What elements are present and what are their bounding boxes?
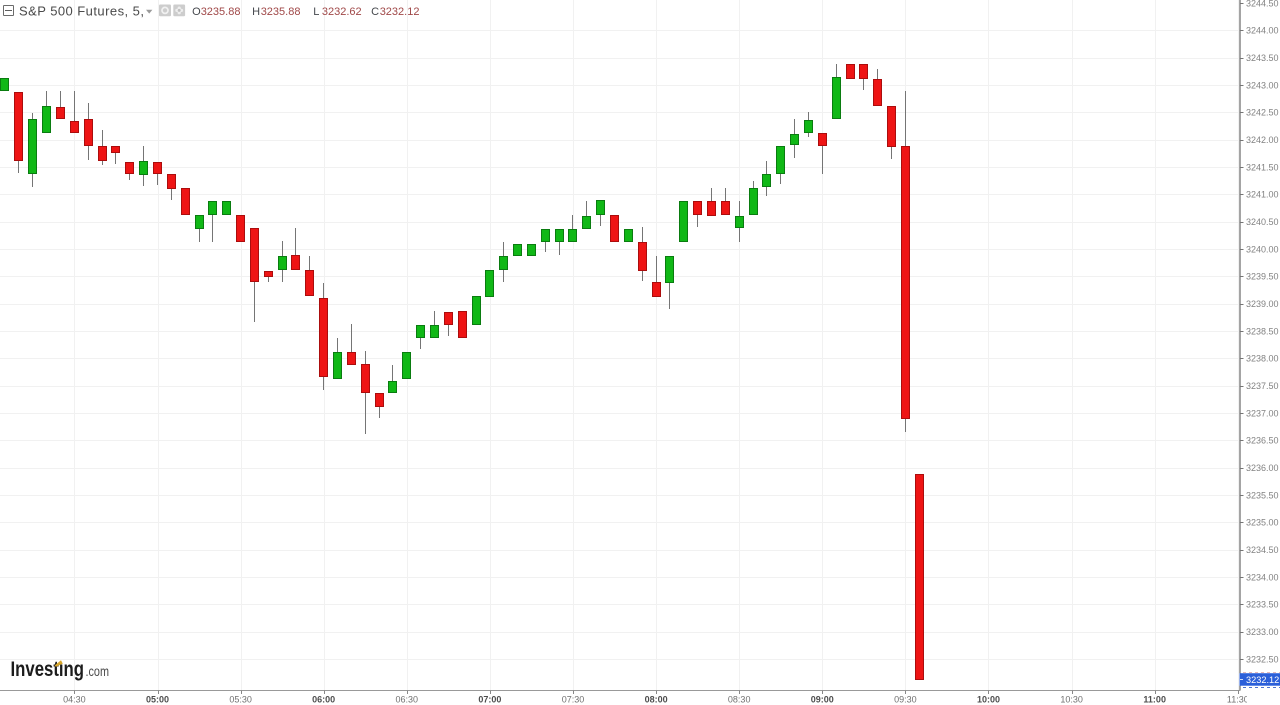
svg-text:3232.62: 3232.62 — [322, 6, 362, 18]
svg-text:3243.50: 3243.50 — [1246, 53, 1279, 63]
svg-text:3236.50: 3236.50 — [1246, 436, 1279, 446]
svg-text:3240.00: 3240.00 — [1246, 244, 1279, 254]
svg-text:3238.50: 3238.50 — [1246, 326, 1279, 336]
svg-text:3234.00: 3234.00 — [1246, 572, 1279, 582]
svg-text:3234.50: 3234.50 — [1246, 545, 1279, 555]
svg-text:11:00: 11:00 — [1143, 694, 1166, 704]
svg-text:S&P 500 Futures, 5,: S&P 500 Futures, 5, — [19, 4, 144, 19]
svg-text:3239.50: 3239.50 — [1246, 272, 1279, 282]
svg-text:10:30: 10:30 — [1060, 694, 1083, 704]
svg-text:3240.50: 3240.50 — [1246, 217, 1279, 227]
svg-text:11:30: 11:30 — [1227, 694, 1249, 704]
svg-text:07:00: 07:00 — [478, 694, 501, 704]
svg-text:3243.00: 3243.00 — [1246, 80, 1279, 90]
svg-text:H: H — [252, 6, 260, 18]
svg-text:Investıng: Investıng — [11, 658, 85, 681]
svg-text:3242.50: 3242.50 — [1246, 108, 1279, 118]
svg-text:3237.00: 3237.00 — [1246, 408, 1279, 418]
svg-text:3236.00: 3236.00 — [1246, 463, 1279, 473]
svg-text:05:00: 05:00 — [146, 694, 169, 704]
svg-text:L: L — [313, 6, 319, 18]
svg-text:3242.00: 3242.00 — [1246, 135, 1279, 145]
svg-text:10:00: 10:00 — [977, 694, 1000, 704]
svg-text:3235.88: 3235.88 — [261, 6, 301, 18]
svg-text:C: C — [371, 6, 379, 18]
svg-text:3233.50: 3233.50 — [1246, 600, 1279, 610]
svg-text:3244.00: 3244.00 — [1246, 26, 1279, 36]
svg-text:3232.12: 3232.12 — [1246, 675, 1279, 685]
svg-text:06:30: 06:30 — [396, 694, 419, 704]
svg-text:O: O — [192, 6, 201, 18]
svg-text:08:30: 08:30 — [728, 694, 751, 704]
svg-text:3238.00: 3238.00 — [1246, 354, 1279, 364]
svg-text:09:00: 09:00 — [811, 694, 834, 704]
svg-text:09:30: 09:30 — [894, 694, 917, 704]
svg-text:3241.50: 3241.50 — [1246, 162, 1279, 172]
svg-text:3235.50: 3235.50 — [1246, 490, 1279, 500]
svg-text:3244.50: 3244.50 — [1246, 0, 1279, 8]
svg-text:06:00: 06:00 — [312, 694, 335, 704]
svg-text:05:30: 05:30 — [229, 694, 252, 704]
svg-text:08:00: 08:00 — [645, 694, 668, 704]
svg-text:3241.00: 3241.00 — [1246, 190, 1279, 200]
svg-text:3237.50: 3237.50 — [1246, 381, 1279, 391]
svg-text:3235.00: 3235.00 — [1246, 518, 1279, 528]
svg-text:04:30: 04:30 — [63, 694, 86, 704]
svg-text:07:30: 07:30 — [562, 694, 585, 704]
svg-text:3232.12: 3232.12 — [380, 6, 420, 18]
svg-text:.com: .com — [86, 663, 110, 679]
svg-text:3232.50: 3232.50 — [1246, 654, 1279, 664]
svg-text:3239.00: 3239.00 — [1246, 299, 1279, 309]
svg-text:3233.00: 3233.00 — [1246, 627, 1279, 637]
svg-text:3235.88: 3235.88 — [201, 6, 241, 18]
